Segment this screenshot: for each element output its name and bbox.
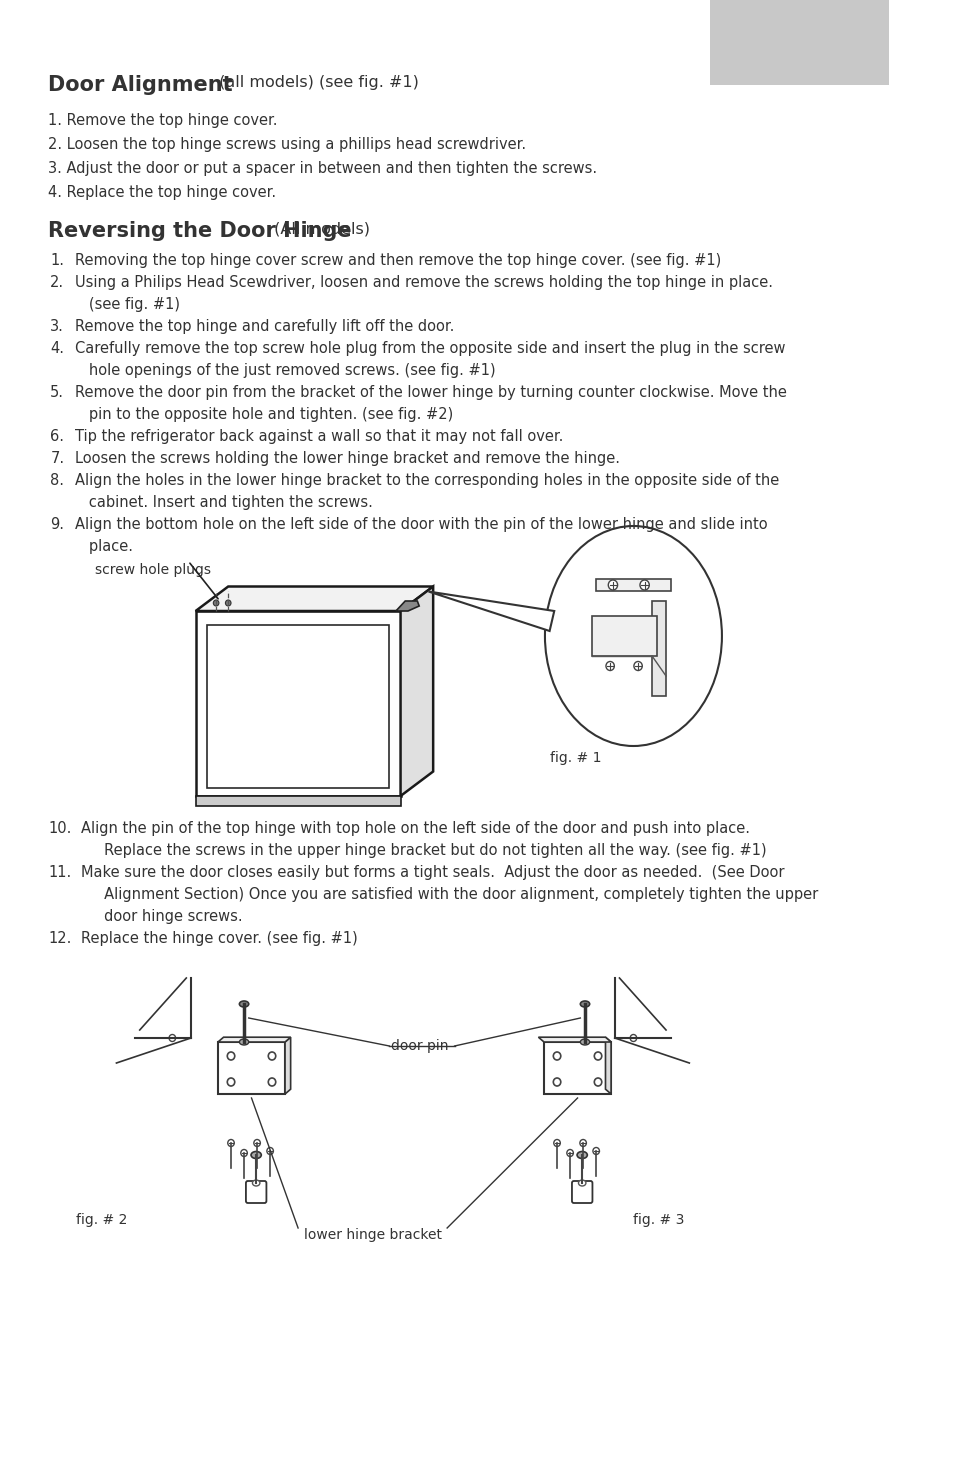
Text: 7.: 7. — [51, 451, 65, 466]
Bar — [207, 625, 389, 788]
Text: Remove the top hinge and carefully lift off the door.: Remove the top hinge and carefully lift … — [74, 319, 454, 333]
Circle shape — [228, 1140, 234, 1146]
Text: Align the bottom hole on the left side of the door with the pin of the lower hin: Align the bottom hole on the left side o… — [74, 518, 766, 532]
Circle shape — [553, 1078, 560, 1086]
Text: lower hinge bracket: lower hinge bracket — [303, 1229, 441, 1242]
Bar — [596, 580, 670, 591]
Circle shape — [213, 600, 218, 606]
Text: 4. Replace the top hinge cover.: 4. Replace the top hinge cover. — [49, 184, 276, 201]
Polygon shape — [428, 591, 554, 631]
Circle shape — [267, 1148, 274, 1155]
Text: Carefully remove the top screw hole plug from the opposite side and insert the p: Carefully remove the top screw hole plug… — [74, 341, 784, 355]
Circle shape — [593, 1148, 598, 1155]
Text: 5.: 5. — [51, 385, 64, 400]
Circle shape — [225, 600, 231, 606]
Circle shape — [553, 1052, 560, 1061]
Text: door pin: door pin — [391, 1038, 448, 1053]
Text: door hinge screws.: door hinge screws. — [81, 909, 242, 923]
Text: Door Alignment: Door Alignment — [49, 75, 233, 94]
FancyBboxPatch shape — [572, 1181, 592, 1204]
Text: Removing the top hinge cover screw and then remove the top hinge cover. (see fig: Removing the top hinge cover screw and t… — [74, 254, 720, 268]
Bar — [591, 617, 656, 656]
Ellipse shape — [579, 1038, 589, 1044]
Circle shape — [240, 1149, 247, 1156]
Polygon shape — [395, 600, 418, 611]
Ellipse shape — [578, 1180, 585, 1186]
Text: Remove the door pin from the bracket of the lower hinge by turning counter clock: Remove the door pin from the bracket of … — [74, 385, 785, 400]
Polygon shape — [285, 1037, 291, 1094]
Polygon shape — [195, 587, 433, 611]
Circle shape — [594, 1078, 601, 1086]
Text: 3. Adjust the door or put a spacer in between and then tighten the screws.: 3. Adjust the door or put a spacer in be… — [49, 161, 597, 176]
Circle shape — [268, 1078, 275, 1086]
Text: Replace the hinge cover. (see fig. #1): Replace the hinge cover. (see fig. #1) — [81, 931, 357, 945]
Ellipse shape — [239, 1002, 249, 1007]
Ellipse shape — [251, 1152, 261, 1158]
Polygon shape — [217, 1037, 291, 1041]
Bar — [195, 796, 400, 805]
Text: fig. # 3: fig. # 3 — [633, 1212, 684, 1227]
Text: 9.: 9. — [51, 518, 64, 532]
Text: (all models) (see fig. #1): (all models) (see fig. #1) — [214, 75, 418, 90]
Text: 11.: 11. — [49, 864, 71, 881]
Bar — [652, 600, 665, 696]
Text: Align the pin of the top hinge with top hole on the left side of the door and pu: Align the pin of the top hinge with top … — [81, 822, 749, 836]
Circle shape — [608, 580, 617, 590]
Text: 3.: 3. — [51, 319, 64, 333]
Text: 6.: 6. — [51, 429, 64, 444]
Text: pin to the opposite hole and tighten. (see fig. #2): pin to the opposite hole and tighten. (s… — [74, 407, 453, 422]
Text: Reversing the Door Hinge: Reversing the Door Hinge — [49, 221, 352, 240]
Text: (see fig. #1): (see fig. #1) — [74, 296, 179, 313]
Circle shape — [169, 1034, 175, 1041]
Text: Loosen the screws holding the lower hinge bracket and remove the hinge.: Loosen the screws holding the lower hing… — [74, 451, 618, 466]
Ellipse shape — [577, 1152, 587, 1158]
Text: Replace the screws in the upper hinge bracket but do not tighten all the way. (s: Replace the screws in the upper hinge br… — [81, 844, 766, 858]
FancyBboxPatch shape — [246, 1181, 266, 1204]
Circle shape — [633, 661, 641, 671]
Text: 4.: 4. — [51, 341, 64, 355]
Text: (All models): (All models) — [269, 221, 370, 236]
Circle shape — [553, 1140, 559, 1146]
Text: fig. # 2: fig. # 2 — [76, 1212, 128, 1227]
Text: hole openings of the just removed screws. (see fig. #1): hole openings of the just removed screws… — [74, 363, 495, 378]
Text: 8.: 8. — [51, 473, 64, 488]
Polygon shape — [400, 587, 433, 797]
Text: 2. Loosen the top hinge screws using a phillips head screwdriver.: 2. Loosen the top hinge screws using a p… — [49, 137, 526, 152]
Text: place.: place. — [74, 538, 132, 555]
Polygon shape — [537, 1037, 611, 1041]
Text: fig. # 1: fig. # 1 — [549, 751, 600, 766]
Text: 1.: 1. — [51, 254, 64, 268]
Circle shape — [253, 1140, 260, 1146]
Text: 1. Remove the top hinge cover.: 1. Remove the top hinge cover. — [49, 114, 277, 128]
Bar — [543, 1041, 611, 1094]
Bar — [709, 0, 888, 86]
Bar — [217, 1041, 285, 1094]
Circle shape — [594, 1052, 601, 1061]
Circle shape — [268, 1052, 275, 1061]
Text: 12.: 12. — [49, 931, 71, 945]
Ellipse shape — [253, 1180, 259, 1186]
Text: Align the holes in the lower hinge bracket to the corresponding holes in the opp: Align the holes in the lower hinge brack… — [74, 473, 778, 488]
Circle shape — [579, 1140, 586, 1146]
Text: Using a Philips Head Scewdriver, loosen and remove the screws holding the top hi: Using a Philips Head Scewdriver, loosen … — [74, 274, 772, 291]
Ellipse shape — [579, 1002, 589, 1007]
Circle shape — [227, 1078, 234, 1086]
Ellipse shape — [239, 1038, 249, 1044]
Ellipse shape — [544, 527, 721, 746]
Text: 10.: 10. — [49, 822, 71, 836]
Circle shape — [639, 580, 649, 590]
Circle shape — [566, 1149, 573, 1156]
Text: Tip the refrigerator back against a wall so that it may not fall over.: Tip the refrigerator back against a wall… — [74, 429, 562, 444]
Text: Alignment Section) Once you are satisfied with the door alignment, completely ti: Alignment Section) Once you are satisfie… — [81, 886, 818, 903]
Circle shape — [605, 661, 614, 671]
Polygon shape — [605, 1037, 611, 1094]
Text: 2.: 2. — [51, 274, 65, 291]
Text: Make sure the door closes easily but forms a tight seals.  Adjust the door as ne: Make sure the door closes easily but for… — [81, 864, 783, 881]
Text: screw hole plugs: screw hole plugs — [95, 563, 211, 577]
Text: cabinet. Insert and tighten the screws.: cabinet. Insert and tighten the screws. — [74, 496, 372, 510]
Circle shape — [630, 1034, 636, 1041]
Circle shape — [227, 1052, 234, 1061]
Bar — [195, 611, 400, 796]
